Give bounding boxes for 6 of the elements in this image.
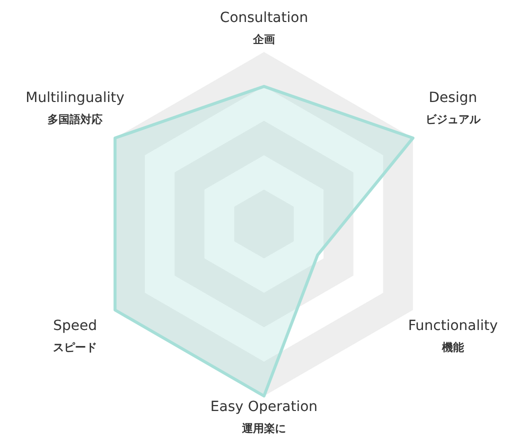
spoke-label: Speed スピード xyxy=(53,318,98,354)
spoke-label: Functionality 機能 xyxy=(408,318,498,354)
spoke-label: Multilinguality 多国語対応 xyxy=(26,90,124,126)
spoke-label: Consultation 企画 xyxy=(220,10,308,46)
spoke-label: Easy Operation 運用楽に xyxy=(210,399,318,435)
spoke-label: Design ビジュアル xyxy=(425,90,482,126)
